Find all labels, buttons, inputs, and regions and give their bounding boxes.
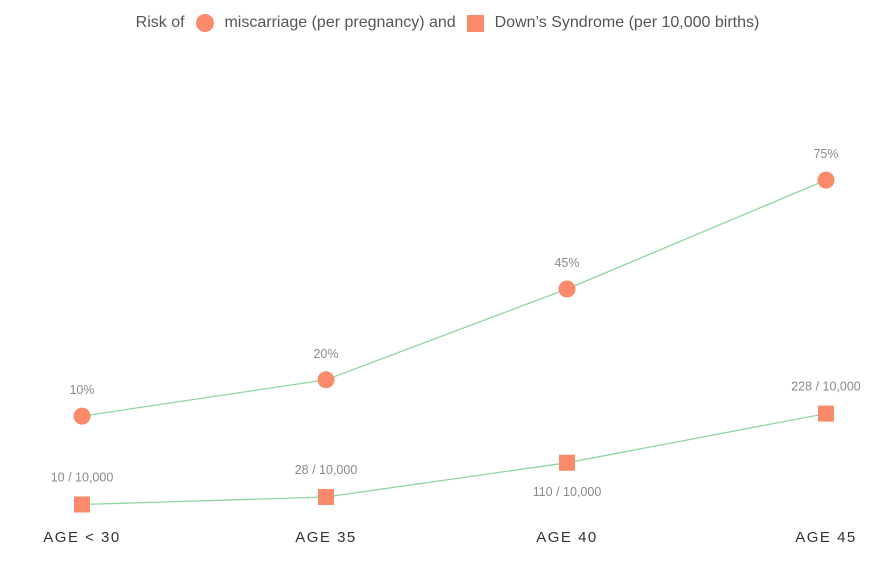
downs-point: [559, 454, 575, 471]
miscarriage-point: [817, 171, 835, 189]
miscarriage-series-line: [81, 179, 827, 417]
legend-downs-label: Down’s Syndrome (per 10,000 births): [494, 14, 760, 31]
miscarriage-point: [558, 280, 576, 298]
legend-and: and: [429, 14, 456, 31]
miscarriage-point: [317, 371, 335, 389]
miscarriage-point: [73, 407, 91, 425]
chart-legend: Risk of miscarriage (per pregnancy) and …: [0, 14, 895, 32]
downs-value-label: 10 / 10,000: [51, 471, 114, 485]
x-axis-label: AGE 40: [536, 529, 598, 546]
legend-miscarriage-label: miscarriage (per pregnancy): [224, 14, 425, 31]
legend-prefix: Risk of: [135, 14, 185, 31]
x-axis-label: AGE 45: [795, 529, 857, 546]
legend-square-icon: [467, 14, 485, 32]
downs-point: [318, 489, 334, 505]
downs-point: [818, 405, 834, 422]
downs-value-label: 110 / 10,000: [533, 485, 602, 499]
downs-series-line: [81, 412, 827, 506]
miscarriage-value-label: 20%: [313, 347, 338, 361]
legend-circle-icon: [196, 14, 215, 32]
miscarriage-value-label: 45%: [554, 256, 579, 270]
miscarriage-value-label: 75%: [813, 147, 838, 161]
downs-value-label: 228 / 10,000: [791, 380, 861, 394]
downs-value-label: 28 / 10,000: [295, 463, 358, 477]
downs-point: [74, 496, 90, 513]
miscarriage-value-label: 10%: [69, 383, 94, 397]
x-axis-label: AGE 35: [295, 529, 357, 546]
x-axis-label: AGE < 30: [43, 529, 120, 546]
